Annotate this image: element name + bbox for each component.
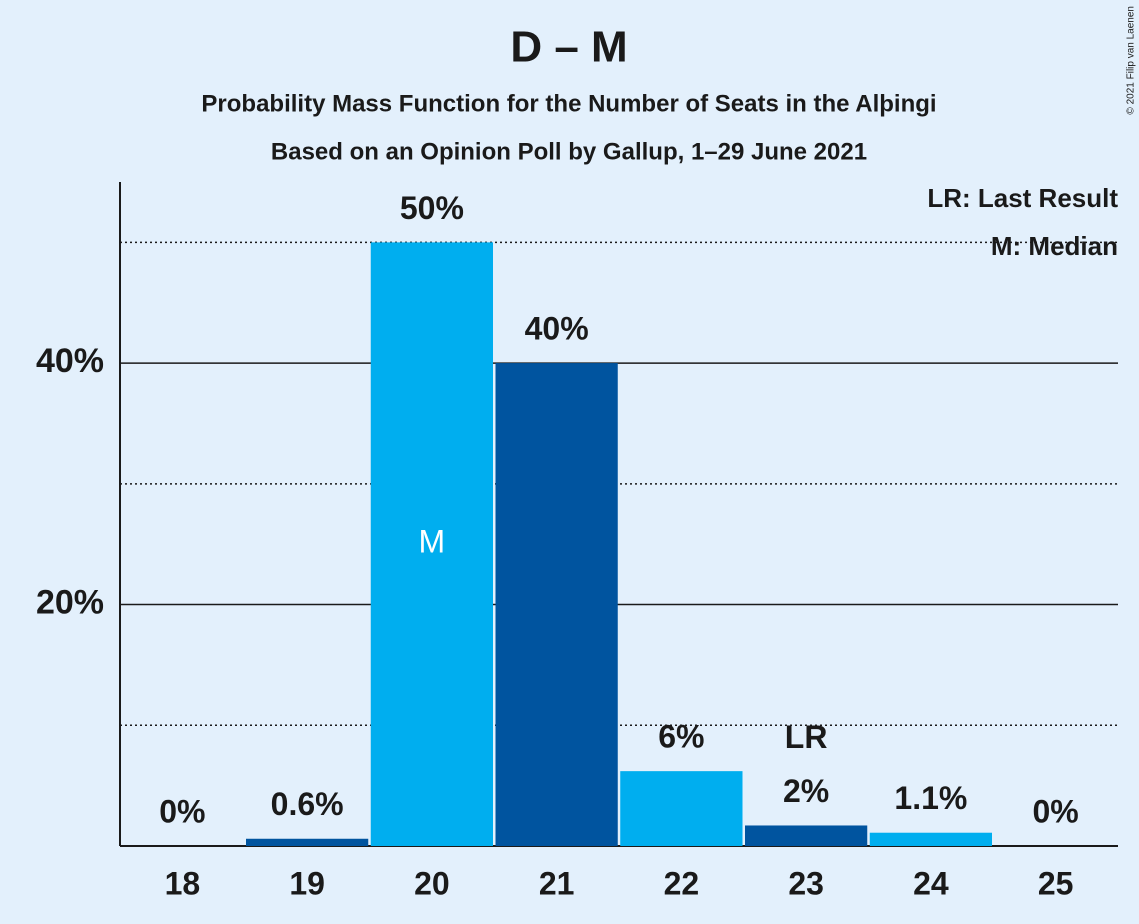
credit: © 2021 Filip van Laenen bbox=[1126, 6, 1137, 115]
x-tick-label: 23 bbox=[788, 865, 824, 901]
chart-subtitle: Probability Mass Function for the Number… bbox=[201, 90, 936, 117]
x-tick-label: 21 bbox=[539, 865, 575, 901]
value-label: 0.6% bbox=[271, 786, 344, 822]
x-tick-label: 19 bbox=[289, 865, 325, 901]
x-tick-label: 18 bbox=[165, 865, 201, 901]
x-tick-label: 25 bbox=[1038, 865, 1074, 901]
value-label: 40% bbox=[525, 311, 589, 347]
value-label: 1.1% bbox=[894, 780, 967, 816]
chart-title: D – M bbox=[510, 23, 627, 72]
bar bbox=[495, 363, 618, 846]
value-label: 50% bbox=[400, 190, 464, 226]
legend-entry: LR: Last Result bbox=[927, 183, 1118, 213]
value-label: 6% bbox=[658, 719, 704, 755]
bar bbox=[869, 832, 993, 846]
bar bbox=[370, 242, 494, 846]
value-label: 2% bbox=[783, 773, 829, 809]
x-tick-label: 20 bbox=[414, 865, 450, 901]
bar bbox=[744, 825, 868, 846]
legend-entry: M: Median bbox=[991, 231, 1118, 261]
value-label: 0% bbox=[159, 793, 205, 829]
x-tick-label: 22 bbox=[664, 865, 700, 901]
y-tick-label: 20% bbox=[36, 584, 104, 622]
last-result-marker: LR bbox=[785, 719, 828, 755]
bar bbox=[620, 771, 743, 846]
x-tick-label: 24 bbox=[913, 865, 949, 901]
chart-caption: Based on an Opinion Poll by Gallup, 1–29… bbox=[271, 138, 867, 165]
median-marker: M bbox=[419, 524, 446, 560]
bar bbox=[245, 838, 369, 846]
y-tick-label: 40% bbox=[36, 342, 104, 380]
value-label: 0% bbox=[1033, 793, 1079, 829]
